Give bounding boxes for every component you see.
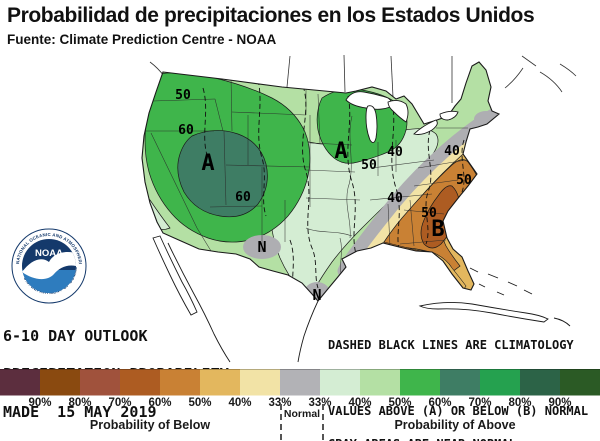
colorbar-segment [440,369,480,396]
colorbar-tick-labels: 90% 80% 70% 60% 50% 40% 33% 33% 40% 50% 60% 70% 80% 9… [0,397,600,411]
map-contour-label: 60 [178,123,194,138]
map-contour-label: 50 [361,158,377,173]
region-above-60 [177,130,268,218]
colorbar-segment [320,369,360,396]
outlook-line: MADE 15 MAY 2019 [3,402,157,421]
map-contour-label: A [334,139,347,164]
map-contour-label: 50 [175,88,191,103]
map-contour-label: 40 [387,191,403,206]
colorbar-segment [240,369,280,396]
note-line: VALUES ABOVE (A) OR BELOW (B) NORMAL [328,404,589,418]
colorbar-segment [40,369,80,396]
colorbar-tick-label: 90% [548,397,572,409]
colorbar-tick-label: 70% [108,397,132,409]
colorbar-tick-label: 50% [388,397,412,409]
colorbar-tick-label: 40% [228,397,252,409]
probability-of-above-label: Probability of Above [394,418,516,432]
colorbar-tick-label: 33% [268,397,292,409]
map-contour-label: A [201,151,214,176]
colorbar-segment [360,369,400,396]
canada-outline-lines [149,54,577,103]
colorbar-tick-label: 80% [508,397,532,409]
logo-noaa-text: NOAA [35,248,63,259]
colorbar-segment [480,369,520,396]
outlook-line: 6-10 DAY OUTLOOK [3,327,148,346]
map-contour-label: N [257,238,266,256]
map-contour-label: 50 [456,173,472,188]
normal-range-box: Normal [280,404,324,440]
caribbean-outlines [418,267,571,327]
map-contour-label: N [312,286,321,304]
colorbar-tick-label: 50% [188,397,212,409]
colorbar-segment [0,369,40,396]
colorbar-segment [200,369,240,396]
probability-of-below-label: Probability of Below [89,418,211,432]
great-lakes [345,91,459,143]
colorbar-tick-label: 80% [68,397,92,409]
colorbar-tick-label: 70% [468,397,492,409]
map-contour-label: 40 [444,144,460,159]
mexico-outline [152,235,319,363]
map-contour-label: 40 [387,145,403,160]
colorbar-segment [120,369,160,396]
probability-colorbar [0,369,600,396]
state-borders [142,76,468,279]
colorbar-segment [520,369,560,396]
colorbar-segment [160,369,200,396]
colorbar-segment [80,369,120,396]
normal-label: Normal [283,408,321,420]
colorbar-tick-label: 60% [148,397,172,409]
source-attribution: Fuente: Climate Prediction Centre - NOAA [7,32,277,47]
map-contour-label: 60 [235,190,251,205]
colorbar-segment [400,369,440,396]
page-title: Probabilidad de precipitaciones en los E… [7,4,535,27]
colorbar-segment [280,369,320,396]
noaa-logo: NATIONAL OCEANIC AND ATMOSPHERIC ADMINIS… [9,226,87,304]
map-contour-label: 50 [421,206,437,221]
climatology-dashed-lines [202,79,465,299]
colorbar-tick-label: 33% [308,397,332,409]
colorbar-tick-label: 90% [28,397,52,409]
colorbar-tick-label: 60% [428,397,452,409]
map-contour-label: B [431,217,444,242]
note-line: DASHED BLACK LINES ARE CLIMATOLOGY [328,338,574,352]
colorbar-segment [560,369,600,396]
logo-seagull-shape [22,252,76,280]
note-line: GRAY AREAS ARE NEAR-NORMAL [328,438,600,441]
colorbar-tick-label: 40% [348,397,372,409]
